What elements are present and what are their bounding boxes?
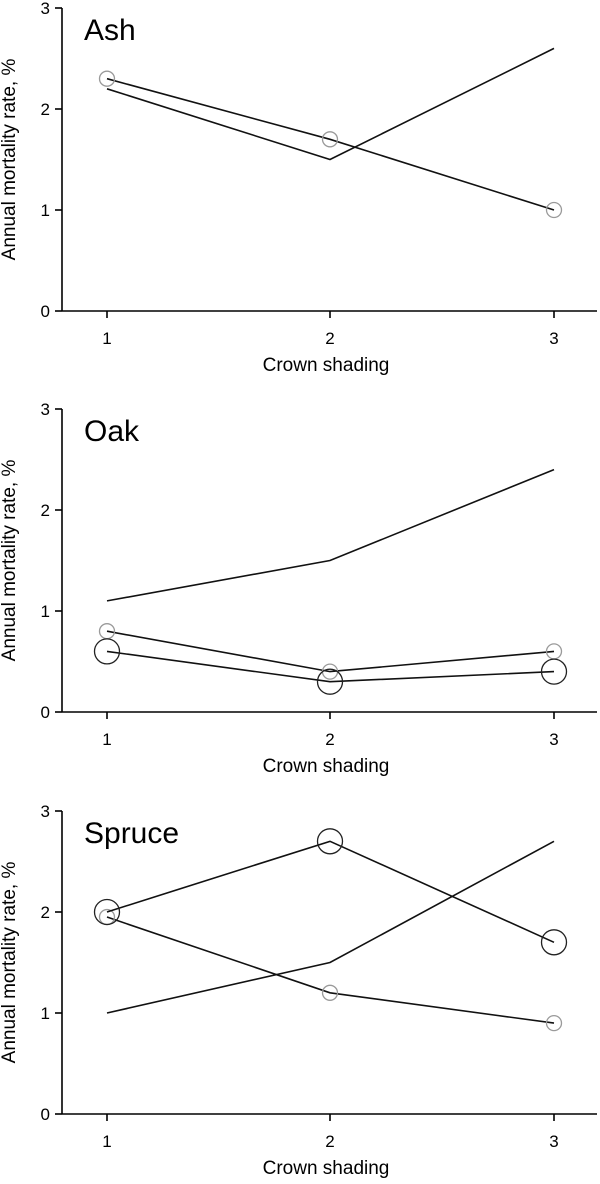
panel-title: Oak (84, 415, 140, 448)
series-line (106, 650, 555, 683)
x-tick-label: 3 (549, 730, 558, 749)
series-line (106, 468, 555, 602)
series-line (106, 916, 555, 1024)
data-point-marker (545, 201, 563, 219)
y-tick-label: 3 (41, 0, 50, 18)
y-axis-label: Annual mortality rate, % (0, 59, 20, 261)
x-axis-label: Crown shading (263, 756, 390, 777)
series-line (106, 840, 555, 944)
data-point-marker (540, 658, 568, 685)
x-tick-label: 1 (102, 329, 111, 348)
y-tick-label: 0 (41, 1105, 50, 1124)
y-tick-label: 3 (41, 802, 50, 821)
series-line (106, 630, 555, 673)
y-tick-label: 0 (41, 302, 50, 321)
x-tick-label: 3 (549, 1132, 558, 1151)
y-tick-label: 1 (41, 602, 50, 621)
y-tick-label: 3 (41, 400, 50, 419)
x-tick-label: 2 (325, 1132, 334, 1151)
y-tick-label: 1 (41, 1004, 50, 1023)
chart-panel-3: 0 1 2 3 1 2 3 Crown shading Annual mortality rat… (0, 802, 597, 1179)
data-point-marker (316, 668, 344, 695)
y-axis-label: Annual mortality rate, % (0, 460, 20, 662)
panel-title: Ash (84, 14, 136, 47)
x-tick-label: 1 (102, 730, 111, 749)
data-point-marker (93, 898, 121, 926)
chart-panel-1: 0 1 2 3 1 2 3 Crown shading Annual mortality rat… (0, 0, 597, 376)
chart-panel-2: 0 1 2 3 1 2 3 Crown shading Annual mortality rat… (0, 400, 597, 777)
data-point-marker (316, 828, 344, 855)
data-point-marker (545, 1014, 563, 1032)
data-point-marker (321, 984, 339, 1001)
x-tick-label: 3 (549, 329, 558, 348)
x-tick-label: 2 (325, 329, 334, 348)
y-tick-label: 1 (41, 201, 50, 220)
x-tick-label: 2 (325, 730, 334, 749)
x-axis-label: Crown shading (263, 1158, 390, 1179)
series-line (106, 77, 555, 211)
data-point-marker (98, 70, 116, 87)
y-tick-label: 2 (41, 903, 50, 922)
y-axis-label: Annual mortality rate, % (0, 862, 20, 1064)
y-tick-label: 2 (41, 100, 50, 119)
y-tick-label: 0 (41, 703, 50, 722)
data-point-marker (540, 929, 568, 956)
y-tick-label: 2 (41, 501, 50, 520)
x-tick-label: 1 (102, 1132, 111, 1151)
data-point-marker (321, 131, 339, 148)
series-line (106, 840, 555, 1014)
series-line (106, 47, 555, 161)
panel-title: Spruce (84, 817, 179, 850)
x-axis-label: Crown shading (263, 355, 390, 376)
data-point-marker (93, 638, 121, 665)
